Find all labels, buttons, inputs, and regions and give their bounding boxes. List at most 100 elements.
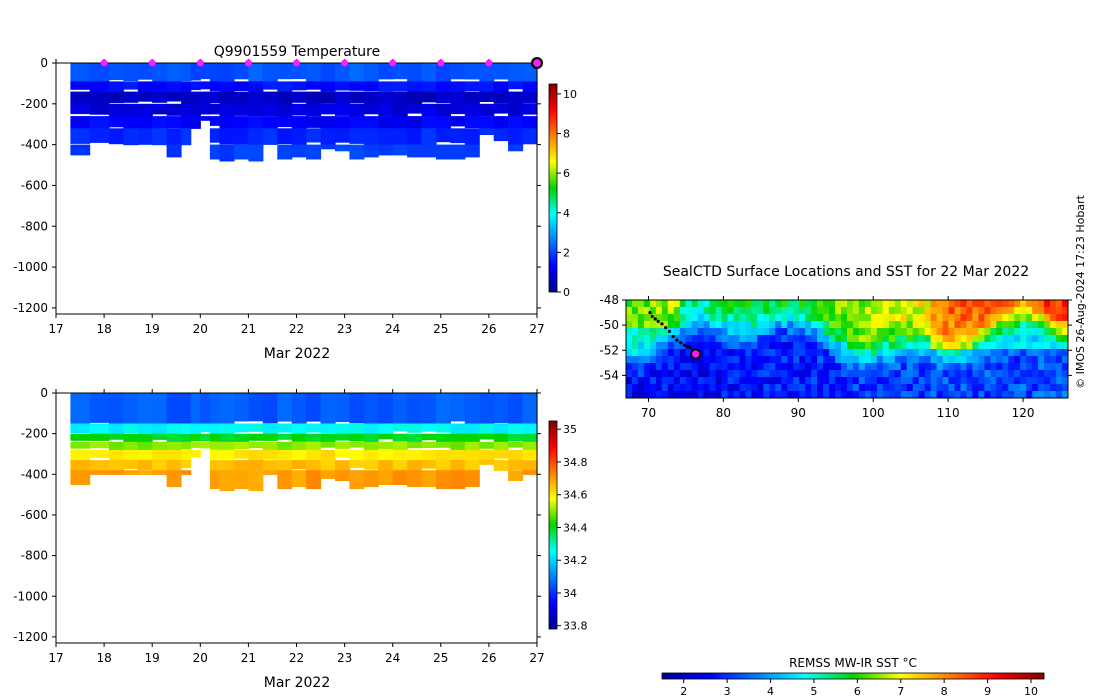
sst-cell bbox=[966, 384, 974, 392]
sst-cell bbox=[697, 300, 705, 308]
salinity-cell bbox=[349, 441, 365, 448]
salinity-x-tick-label: 18 bbox=[96, 651, 111, 665]
salinity-cell bbox=[181, 449, 192, 462]
sst-cell bbox=[787, 307, 795, 315]
salinity-cell bbox=[363, 423, 379, 437]
sst-cell bbox=[924, 307, 932, 315]
sst-cell bbox=[751, 370, 759, 378]
sst-cell bbox=[697, 349, 705, 357]
temperature-x-tick-label: 22 bbox=[289, 322, 304, 336]
sst-cell bbox=[900, 300, 908, 308]
sst-cell bbox=[1026, 377, 1033, 385]
temperature-cell bbox=[479, 63, 495, 83]
salinity-cell bbox=[166, 449, 182, 462]
sst-cell bbox=[655, 321, 663, 329]
salinity-cell bbox=[248, 449, 264, 462]
sst-cell bbox=[1026, 300, 1033, 308]
sst-cell bbox=[763, 300, 771, 308]
sst-cell bbox=[757, 363, 765, 371]
sst-cell bbox=[673, 363, 681, 371]
temperature-cell bbox=[508, 91, 524, 104]
temperature-colorbar-tick-label: 0 bbox=[563, 286, 570, 299]
sst-cell bbox=[876, 321, 884, 329]
sst-cell bbox=[918, 328, 926, 336]
sst-cell bbox=[954, 370, 962, 378]
sst-cell bbox=[864, 335, 872, 343]
sst-cell bbox=[996, 356, 1004, 364]
salinity-cell bbox=[262, 441, 278, 453]
sst-cell bbox=[763, 321, 771, 329]
salinity-cell bbox=[522, 393, 538, 424]
sst-cell bbox=[894, 300, 902, 308]
sst-cell bbox=[876, 356, 884, 364]
sst-cell bbox=[823, 300, 830, 308]
sst-cell bbox=[805, 356, 812, 364]
temperature-cell bbox=[219, 103, 235, 120]
sst-cell bbox=[799, 356, 806, 364]
salinity-cell bbox=[248, 433, 264, 441]
sst-cell bbox=[643, 349, 651, 357]
sst-cell bbox=[1020, 356, 1027, 364]
sst-cell bbox=[984, 321, 992, 329]
salinity-cell bbox=[378, 449, 394, 463]
sst-cell bbox=[942, 314, 950, 322]
sst-cell bbox=[888, 363, 896, 371]
sst-cell bbox=[817, 335, 824, 343]
sst-cell bbox=[703, 370, 711, 378]
sst-cell bbox=[906, 377, 914, 385]
sst-cell bbox=[1002, 377, 1010, 385]
sst-cell bbox=[1056, 391, 1063, 398]
sst-cell bbox=[1020, 342, 1027, 350]
sst-cell bbox=[853, 356, 860, 364]
temperature-cell bbox=[450, 63, 466, 80]
sst-cell bbox=[882, 384, 890, 392]
temperature-cell bbox=[493, 81, 509, 94]
sst-cell bbox=[739, 328, 747, 336]
sst-cell bbox=[942, 363, 950, 371]
map-lat-tick-label: -48 bbox=[599, 293, 619, 307]
sst-cell bbox=[894, 328, 902, 336]
sst-cell bbox=[966, 307, 974, 315]
salinity-cell bbox=[152, 441, 168, 454]
sst-cell bbox=[1020, 377, 1027, 385]
sst-cell bbox=[888, 307, 896, 315]
salinity-x-tick-label: 24 bbox=[385, 651, 400, 665]
sst-cell bbox=[679, 335, 687, 343]
sst-cell bbox=[1044, 384, 1051, 392]
sst-cell bbox=[936, 377, 944, 385]
salinity-cell bbox=[479, 423, 495, 436]
salinity-cell bbox=[349, 460, 365, 468]
sst-cell bbox=[858, 321, 866, 329]
sst-cell bbox=[876, 349, 884, 357]
sst-cell bbox=[685, 377, 693, 385]
sst-cell bbox=[966, 391, 974, 398]
sst-cell bbox=[763, 391, 771, 398]
sst-cell bbox=[632, 307, 639, 315]
salinity-cell bbox=[306, 423, 322, 433]
sst-cell bbox=[906, 349, 914, 357]
sst-cell bbox=[727, 321, 735, 329]
sst-cell bbox=[1062, 370, 1068, 378]
sst-cell bbox=[1014, 356, 1021, 364]
sst-cell bbox=[829, 314, 836, 322]
temperature-colorbar-tick-label: 10 bbox=[563, 88, 577, 101]
temperature-cell bbox=[407, 144, 423, 158]
sst-cell bbox=[847, 363, 854, 371]
sst-cell bbox=[1050, 307, 1057, 315]
sst-cell bbox=[811, 321, 818, 329]
salinity-cell bbox=[320, 423, 336, 434]
salinity-cell bbox=[234, 470, 249, 490]
sst-cell bbox=[637, 370, 645, 378]
sst-cell bbox=[781, 356, 789, 364]
track-point bbox=[664, 326, 668, 330]
sst-cell bbox=[691, 356, 699, 364]
sst-cell bbox=[870, 342, 878, 350]
sst-cell bbox=[835, 328, 842, 336]
sst-cell bbox=[1020, 314, 1027, 322]
sst-cell bbox=[912, 307, 920, 315]
sst-cell bbox=[978, 307, 986, 315]
salinity-cell bbox=[407, 460, 423, 473]
temperature-cell bbox=[209, 91, 221, 104]
sst-cell bbox=[661, 335, 669, 343]
temperature-cell bbox=[392, 116, 408, 129]
